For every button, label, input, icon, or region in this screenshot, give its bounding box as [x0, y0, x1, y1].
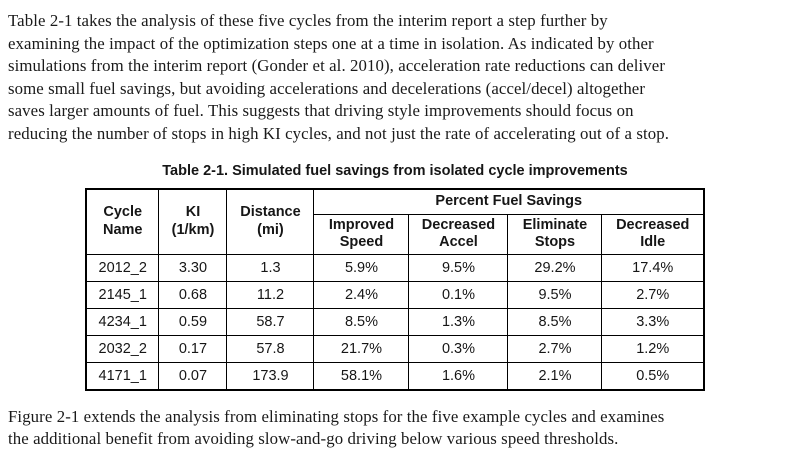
closing-paragraph: Figure 2-1 extends the analysis from eli… [8, 406, 665, 449]
table-cell-cycle: 4234_1 [85, 307, 160, 336]
table-cell-distance: 57.8 [226, 334, 315, 363]
table-cell-decreased-idle: 2.7% [601, 280, 705, 309]
table-cell-cycle: 4171_1 [85, 361, 160, 391]
table-cell-ki: 0.17 [158, 334, 228, 363]
table-title: Table 2-1. Simulated fuel savings from i… [162, 162, 628, 179]
table-header-row-2: Improved Speed Decreased Accel Eliminate… [86, 213, 705, 255]
table-cell-decreased-accel: 0.3% [408, 334, 509, 363]
table-cell-ki: 0.07 [158, 361, 228, 391]
table-cell-cycle: 2032_2 [85, 334, 160, 363]
table-cell-cycle: 2145_1 [85, 280, 160, 309]
table-cell-ki: 0.68 [158, 280, 228, 309]
table-cell-eliminate-stops: 9.5% [507, 280, 603, 309]
col-header-cycle-name: Cycle Name [85, 188, 160, 255]
table-row: 2012_2 3.30 1.3 5.9% 9.5% 29.2% 17.4% [85, 253, 705, 282]
col-header-distance: Distance (mi) [226, 188, 315, 255]
col-header-improved-speed: Improved Speed [313, 213, 410, 255]
fuel-savings-table: Cycle Name KI (1/km) Distance (mi) Perce… [84, 187, 706, 391]
table-cell-decreased-idle: 0.5% [601, 361, 705, 391]
table-row: 2032_2 0.17 57.8 21.7% 0.3% 2.7% 1.2% [85, 334, 705, 363]
table-cell-decreased-idle: 1.2% [601, 334, 705, 363]
table-cell-distance: 58.7 [226, 307, 315, 336]
table-row: 4171_1 0.07 173.9 58.1% 1.6% 2.1% 0.5% [85, 361, 705, 391]
table-cell-distance: 173.9 [226, 361, 315, 391]
table-cell-decreased-idle: 3.3% [601, 307, 705, 336]
table-cell-eliminate-stops: 2.7% [507, 334, 603, 363]
table-cell-ki: 0.59 [158, 307, 228, 336]
table-cell-decreased-accel: 1.3% [408, 307, 509, 336]
table-cell-improved-speed: 2.4% [313, 280, 410, 309]
table-cell-improved-speed: 58.1% [313, 361, 410, 391]
intro-paragraph: Table 2-1 takes the analysis of these fi… [8, 11, 670, 143]
table-cell-cycle: 2012_2 [85, 253, 160, 282]
col-header-ki: KI (1/km) [158, 188, 228, 255]
col-header-decreased-idle: Decreased Idle [601, 213, 705, 255]
table-row: 4234_1 0.59 58.7 8.5% 1.3% 8.5% 3.3% [85, 307, 705, 336]
col-header-decreased-accel: Decreased Accel [408, 213, 509, 255]
table-cell-ki: 3.30 [158, 253, 228, 282]
table-header-row-1: Cycle Name KI (1/km) Distance (mi) Perce… [85, 188, 705, 255]
table-cell-distance: 11.2 [226, 280, 315, 309]
col-header-eliminate-stops: Eliminate Stops [507, 213, 603, 255]
table-cell-decreased-accel: 9.5% [408, 253, 509, 282]
table-body: 2012_2 3.30 1.3 5.9% 9.5% 29.2% 17.4% 2145_1 0.6… [85, 253, 705, 391]
table-cell-improved-speed: 8.5% [313, 307, 410, 336]
table-row: 2145_1 0.68 11.2 2.4% 0.1% 9.5% 2.7% [85, 280, 705, 309]
table-header: Cycle Name KI (1/km) Distance (mi) Perce… [85, 188, 705, 255]
table-cell-decreased-accel: 0.1% [408, 280, 509, 309]
table-cell-eliminate-stops: 29.2% [507, 253, 603, 282]
table-cell-distance: 1.3 [226, 253, 315, 282]
table-cell-eliminate-stops: 8.5% [507, 307, 603, 336]
col-group-header-percent-fuel-savings: Percent Fuel Savings [313, 188, 705, 215]
table-cell-improved-speed: 21.7% [313, 334, 410, 363]
table-cell-decreased-accel: 1.6% [408, 361, 509, 391]
table-cell-eliminate-stops: 2.1% [507, 361, 603, 391]
table-cell-decreased-idle: 17.4% [601, 253, 705, 282]
table-cell-improved-speed: 5.9% [313, 253, 410, 282]
document-page: Table 2-1 takes the analysis of these fi… [8, 11, 706, 449]
